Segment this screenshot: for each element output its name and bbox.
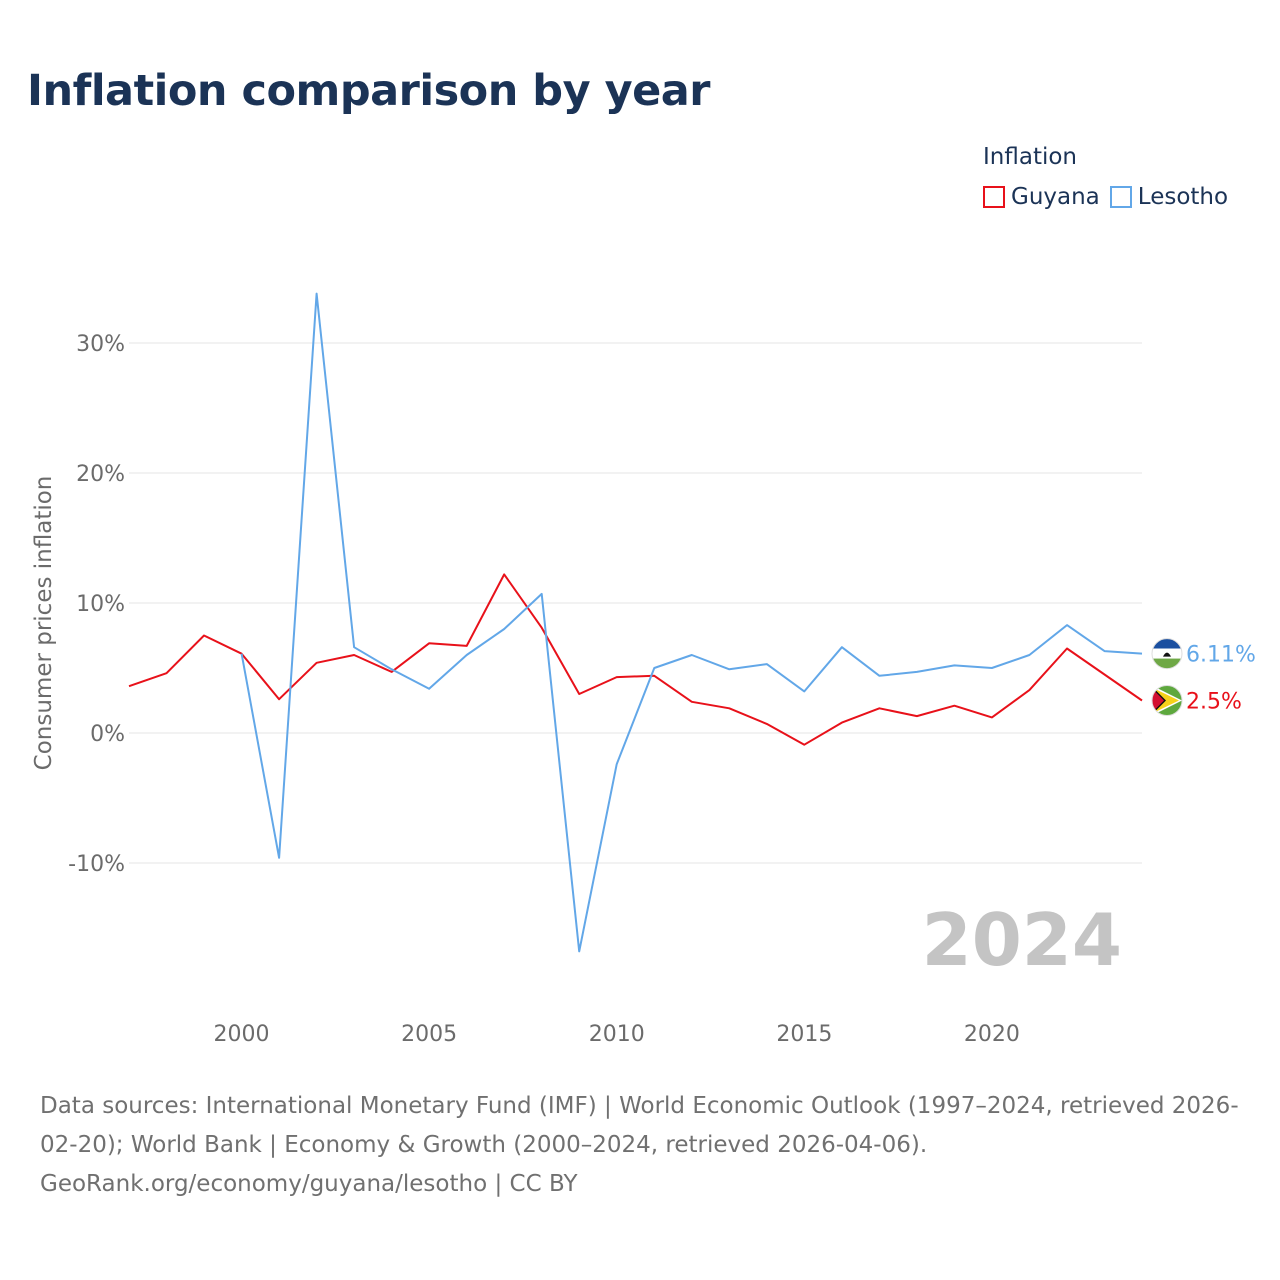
end-label-lesotho: 6.11% bbox=[1186, 643, 1256, 668]
y-axis-label: Consumer prices inflation bbox=[31, 476, 57, 771]
y-tick-label: 10% bbox=[76, 592, 125, 617]
end-label-guyana: 2.5% bbox=[1186, 690, 1242, 715]
lesotho-flag-icon bbox=[1151, 638, 1183, 670]
legend-label-lesotho: Lesotho bbox=[1137, 184, 1229, 210]
legend-swatch-lesotho bbox=[1109, 186, 1132, 208]
series-lines bbox=[128, 292, 1143, 953]
y-tick-label: 0% bbox=[90, 722, 125, 747]
y-tick-label: 20% bbox=[76, 462, 125, 487]
y-tick-label: -10% bbox=[68, 852, 125, 877]
x-tick-label: 2015 bbox=[776, 1022, 832, 1047]
x-tick-label: 2000 bbox=[214, 1022, 270, 1047]
chart-title: Inflation comparison by year bbox=[27, 66, 711, 116]
line-chart: -10% 0% 10% 20% 30% 2000 2005 2010 2015 2020 Con… bbox=[31, 292, 1256, 1047]
x-axis-ticks: 2000 2005 2010 2015 2020 bbox=[214, 1022, 1020, 1047]
data-sources-footer: Data sources: International Monetary Fun… bbox=[40, 1087, 1250, 1204]
legend-item-lesotho[interactable]: Lesotho bbox=[1109, 184, 1229, 210]
y-tick-label: 30% bbox=[76, 332, 125, 357]
series-line-guyana[interactable] bbox=[128, 573, 1143, 746]
legend: Guyana Lesotho bbox=[983, 184, 1238, 210]
footer-line-2: 02-20); World Bank | Economy & Growth (2… bbox=[40, 1132, 928, 1158]
y-axis-ticks: -10% 0% 10% 20% 30% bbox=[68, 332, 125, 877]
gridlines bbox=[129, 342, 1142, 864]
footer-line-1: Data sources: International Monetary Fun… bbox=[40, 1093, 1239, 1119]
end-labels: 6.11% 2.5% bbox=[1151, 638, 1256, 716]
guyana-flag-icon bbox=[1151, 685, 1183, 716]
x-tick-label: 2005 bbox=[401, 1022, 457, 1047]
footer-line-3[interactable]: GeoRank.org/economy/guyana/lesotho | CC … bbox=[40, 1171, 578, 1197]
series-line-lesotho[interactable] bbox=[240, 292, 1143, 953]
legend-title: Inflation bbox=[983, 144, 1077, 170]
year-watermark: 2024 bbox=[922, 898, 1122, 982]
x-tick-label: 2020 bbox=[964, 1022, 1020, 1047]
legend-swatch-guyana bbox=[983, 186, 1005, 208]
x-tick-label: 2010 bbox=[589, 1022, 645, 1047]
legend-item-guyana[interactable]: Guyana bbox=[983, 184, 1100, 210]
legend-label-guyana: Guyana bbox=[1011, 184, 1100, 210]
